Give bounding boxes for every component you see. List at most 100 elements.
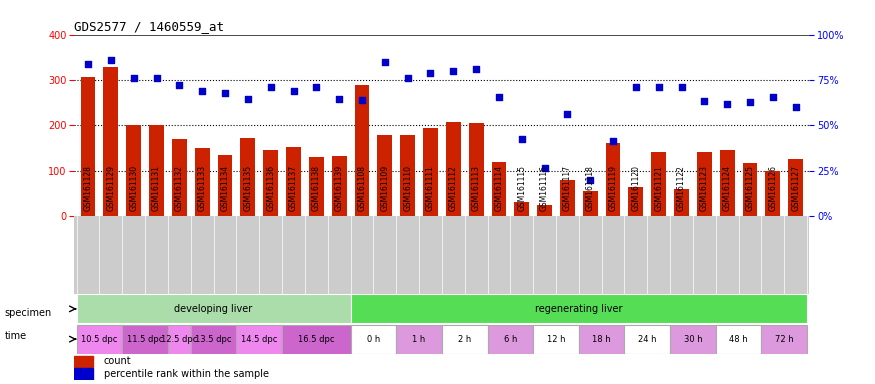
Text: 14.5 dpc: 14.5 dpc bbox=[242, 334, 277, 344]
Point bbox=[606, 138, 620, 144]
Point bbox=[584, 177, 598, 183]
Point bbox=[788, 104, 802, 110]
Text: 48 h: 48 h bbox=[729, 334, 748, 344]
Point bbox=[766, 94, 780, 100]
Bar bbox=[628, 187, 643, 216]
Point bbox=[629, 84, 643, 90]
Text: 12 h: 12 h bbox=[547, 334, 565, 344]
Bar bbox=[487, 324, 533, 354]
Bar bbox=[149, 125, 164, 216]
Bar bbox=[716, 324, 761, 354]
Point bbox=[675, 84, 689, 90]
Bar bbox=[697, 152, 711, 216]
Bar bbox=[446, 122, 461, 216]
Bar bbox=[579, 324, 625, 354]
Point bbox=[514, 136, 528, 142]
Text: GDS2577 / 1460559_at: GDS2577 / 1460559_at bbox=[74, 20, 224, 33]
Text: 2 h: 2 h bbox=[458, 334, 472, 344]
Bar bbox=[241, 138, 256, 216]
Point bbox=[537, 165, 551, 171]
Text: percentile rank within the sample: percentile rank within the sample bbox=[104, 369, 269, 379]
Bar bbox=[351, 324, 396, 354]
Bar bbox=[126, 125, 141, 216]
Bar bbox=[354, 85, 369, 216]
Bar bbox=[74, 356, 93, 367]
Point bbox=[401, 74, 415, 81]
Bar bbox=[606, 143, 620, 216]
Text: specimen: specimen bbox=[4, 308, 52, 318]
Bar bbox=[788, 159, 803, 216]
Point bbox=[127, 74, 141, 81]
Point bbox=[218, 89, 232, 96]
Point bbox=[469, 66, 483, 72]
Bar bbox=[743, 163, 758, 216]
Bar bbox=[168, 324, 191, 354]
Point bbox=[332, 96, 346, 102]
Point bbox=[263, 84, 277, 90]
Bar bbox=[74, 369, 93, 380]
Bar bbox=[286, 147, 301, 216]
Text: 24 h: 24 h bbox=[638, 334, 656, 344]
Text: regenerating liver: regenerating liver bbox=[536, 304, 623, 314]
Bar bbox=[172, 139, 186, 216]
Bar bbox=[492, 162, 507, 216]
Bar bbox=[191, 324, 236, 354]
Point bbox=[104, 56, 118, 63]
Bar bbox=[80, 77, 95, 216]
Bar bbox=[560, 180, 575, 216]
Bar bbox=[442, 324, 487, 354]
Point bbox=[697, 98, 711, 104]
Point bbox=[378, 59, 392, 65]
Point bbox=[424, 70, 438, 76]
Point bbox=[310, 84, 324, 90]
Bar bbox=[537, 205, 552, 216]
Bar bbox=[469, 123, 484, 216]
Text: 6 h: 6 h bbox=[504, 334, 517, 344]
Bar bbox=[400, 135, 415, 216]
Bar bbox=[309, 157, 324, 216]
Bar bbox=[625, 324, 670, 354]
Text: developing liver: developing liver bbox=[174, 304, 253, 314]
Bar bbox=[674, 189, 689, 216]
Text: count: count bbox=[104, 356, 131, 366]
Text: 10.5 dpc: 10.5 dpc bbox=[81, 334, 117, 344]
Bar bbox=[77, 295, 351, 323]
Point bbox=[241, 96, 255, 102]
Bar bbox=[77, 324, 123, 354]
Text: 12.5 dpc: 12.5 dpc bbox=[161, 334, 198, 344]
Bar bbox=[720, 150, 735, 216]
Point bbox=[446, 68, 460, 74]
Bar bbox=[761, 324, 807, 354]
Bar bbox=[103, 67, 118, 216]
Point bbox=[652, 84, 666, 90]
Point bbox=[560, 111, 574, 117]
Bar bbox=[514, 202, 529, 216]
Text: 72 h: 72 h bbox=[775, 334, 794, 344]
Point bbox=[81, 61, 95, 67]
Text: 30 h: 30 h bbox=[683, 334, 703, 344]
Text: time: time bbox=[4, 331, 26, 341]
Bar bbox=[351, 295, 807, 323]
Point bbox=[720, 101, 734, 107]
Bar bbox=[195, 148, 210, 216]
Bar bbox=[396, 324, 442, 354]
Point bbox=[195, 88, 209, 94]
Text: 13.5 dpc: 13.5 dpc bbox=[195, 334, 232, 344]
Bar bbox=[583, 191, 598, 216]
Text: 0 h: 0 h bbox=[367, 334, 380, 344]
Text: 11.5 dpc: 11.5 dpc bbox=[127, 334, 164, 344]
Bar bbox=[651, 152, 666, 216]
Text: 1 h: 1 h bbox=[412, 334, 425, 344]
Point bbox=[286, 88, 300, 94]
Bar bbox=[423, 127, 438, 216]
Point bbox=[150, 74, 164, 81]
Bar bbox=[263, 150, 278, 216]
Point bbox=[492, 94, 506, 100]
Text: 16.5 dpc: 16.5 dpc bbox=[298, 334, 334, 344]
Bar bbox=[282, 324, 351, 354]
Bar bbox=[670, 324, 716, 354]
Bar bbox=[332, 156, 346, 216]
Text: 18 h: 18 h bbox=[592, 334, 611, 344]
Bar bbox=[766, 170, 780, 216]
Bar bbox=[236, 324, 282, 354]
